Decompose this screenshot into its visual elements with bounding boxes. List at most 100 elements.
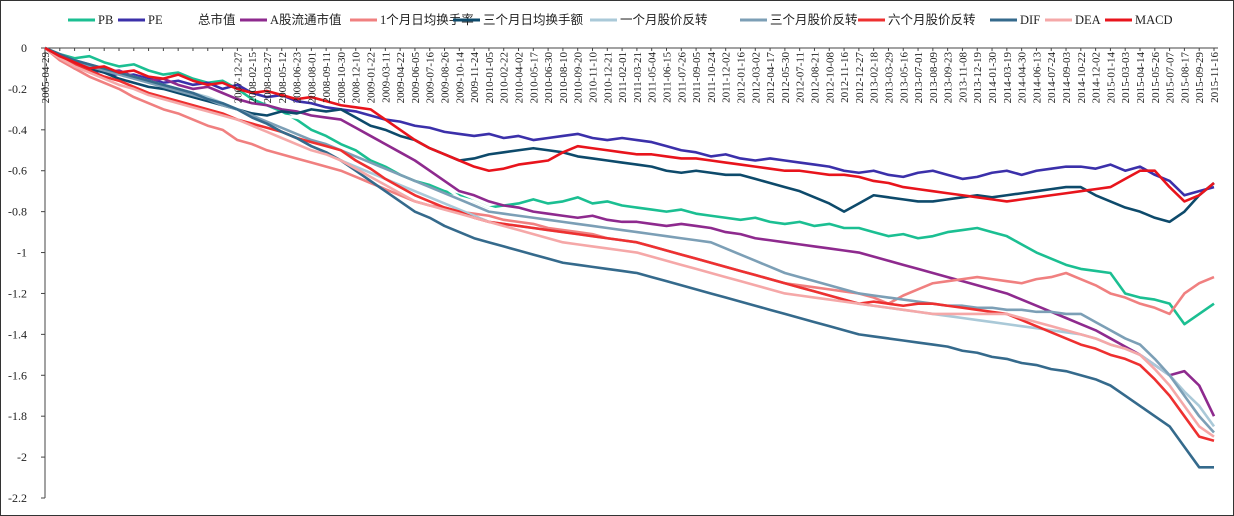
x-tick-label: 2014-06-13 bbox=[1031, 52, 1043, 104]
x-tick-label: 2008-05-12 bbox=[277, 52, 289, 103]
legend-label: 三个月日均换手额 bbox=[483, 13, 584, 27]
x-tick-label: 2015-01-14 bbox=[1105, 52, 1117, 104]
legend: PB PE 总市值 A股流通市值 1个月日均换手率 三个月日均换手额 一个月股价反转 三个月股… bbox=[68, 12, 1173, 27]
legend-label: 一个月股价反转 bbox=[620, 12, 708, 27]
x-tick-label: 2010-06-30 bbox=[543, 52, 555, 104]
x-tick-label: 2012-04-17 bbox=[765, 52, 777, 104]
x-tick-label: 2012-10-08 bbox=[824, 52, 836, 104]
legend-label: MACD bbox=[1135, 13, 1173, 27]
x-tick-label: 2013-07-01 bbox=[913, 52, 925, 103]
x-tick-label: 2011-05-04 bbox=[647, 52, 659, 103]
y-tick-label: -1 bbox=[17, 246, 27, 260]
x-tick-label: 2011-06-15 bbox=[661, 52, 673, 103]
legend-label: PB bbox=[98, 13, 113, 27]
x-tick-label: 2013-11-08 bbox=[957, 52, 969, 103]
x-tick-label: 2014-10-22 bbox=[1076, 52, 1088, 103]
x-tick-label: 2011-12-02 bbox=[721, 52, 733, 103]
x-tick-label: 2010-05-17 bbox=[528, 52, 540, 104]
x-tick-label: 2015-11-16 bbox=[1209, 52, 1221, 103]
x-tick-label: 2013-09-23 bbox=[943, 52, 955, 104]
y-tick-label: -0.4 bbox=[8, 123, 27, 137]
x-tick-label: 2012-01-16 bbox=[735, 52, 747, 104]
x-tick-label: 2013-03-29 bbox=[883, 52, 895, 104]
x-tick-label: 2009-11-24 bbox=[469, 52, 481, 103]
x-tick-label: 2009-04-22 bbox=[395, 52, 407, 103]
x-tick-label: 2015-09-29 bbox=[1194, 52, 1206, 104]
legend-label: 1个月日均换手率 bbox=[380, 12, 474, 27]
x-tick-label: 2014-09-03 bbox=[1061, 52, 1073, 104]
x-tick-label: 2014-12-02 bbox=[1091, 52, 1103, 103]
x-tick-label: 2009-08-26 bbox=[440, 52, 452, 104]
legend-label: PE bbox=[148, 13, 163, 27]
x-tick-label: 2008-06-23 bbox=[292, 52, 304, 104]
x-tick-label: 2012-07-11 bbox=[795, 52, 807, 103]
x-tick-label: 2014-07-24 bbox=[1046, 52, 1058, 104]
x-tick-label: 2010-02-22 bbox=[499, 52, 511, 103]
x-tick-label: 2012-05-30 bbox=[780, 52, 792, 104]
x-tick-label: 2010-12-21 bbox=[602, 52, 614, 103]
y-tick-label: -0.2 bbox=[8, 82, 27, 96]
y-tick-label: -0.8 bbox=[8, 205, 27, 219]
x-tick-label: 2008-02-15 bbox=[247, 52, 259, 104]
x-tick-label: 2015-07-07 bbox=[1165, 52, 1177, 104]
x-tick-label: 2011-07-26 bbox=[676, 52, 688, 103]
x-tick-label: 2013-08-09 bbox=[928, 52, 940, 104]
x-tick-label: 2013-05-16 bbox=[898, 52, 910, 104]
x-tick-label: 2008-09-11 bbox=[321, 52, 333, 103]
x-tick-label: 2015-05-26 bbox=[1150, 52, 1162, 104]
x-tick-label: 2008-10-30 bbox=[336, 52, 348, 104]
legend-label: 六个月股价反转 bbox=[888, 12, 976, 27]
series-line bbox=[44, 46, 1215, 203]
x-tick-label: 2009-03-11 bbox=[380, 52, 392, 103]
legend-label: 三个月股价反转 bbox=[770, 12, 858, 27]
legend-label: DIF bbox=[1020, 13, 1040, 27]
series-line bbox=[44, 46, 1214, 469]
x-tick-label: 2012-12-27 bbox=[854, 52, 866, 104]
x-label-layer: 2005-04-29 2007-12-27 2008-02-15 2008-03-27… bbox=[40, 52, 1221, 104]
x-tick-label: 2008-12-10 bbox=[351, 52, 363, 104]
x-tick-label: 2009-07-16 bbox=[425, 52, 437, 104]
x-tick-label: 2015-03-03 bbox=[1120, 52, 1132, 104]
y-tick-label: -0.6 bbox=[8, 164, 27, 178]
series-line bbox=[44, 47, 1216, 425]
x-tick-label: 2009-06-05 bbox=[410, 52, 422, 104]
x-tick-label: 2015-04-14 bbox=[1135, 52, 1147, 104]
series-line bbox=[44, 46, 1215, 438]
x-tick-label: 2012-08-21 bbox=[809, 52, 821, 103]
axis-layer: 0 -0.2 -0.4 -0.6 -0.8 -1 -1.2 -1.4 -1.6 -1.8 -2 -2.… bbox=[8, 41, 1218, 505]
x-tick-label: 2012-11-16 bbox=[839, 52, 851, 103]
x-tick-label: 2014-04-30 bbox=[1017, 52, 1029, 104]
legend-label: A股流通市值 bbox=[270, 12, 342, 27]
series-line bbox=[44, 46, 1215, 197]
x-tick-label: 2012-03-02 bbox=[750, 52, 762, 103]
x-tick-label: 2005-04-29 bbox=[40, 52, 52, 104]
line-layer bbox=[44, 46, 1216, 469]
x-tick-label: 2010-09-20 bbox=[573, 52, 585, 104]
x-tick-label: 2007-12-27 bbox=[232, 52, 244, 104]
x-tick-label: 2015-08-17 bbox=[1179, 52, 1191, 104]
x-tick-label: 2009-10-14 bbox=[454, 52, 466, 104]
legend-label: DEA bbox=[1075, 13, 1101, 27]
x-tick-label: 2011-10-24 bbox=[706, 52, 718, 103]
y-tick-label: -2 bbox=[17, 450, 27, 464]
x-tick-label: 2010-01-05 bbox=[484, 52, 496, 104]
x-tick-label: 2014-03-19 bbox=[1002, 52, 1014, 104]
x-tick-label: 2009-01-22 bbox=[366, 52, 378, 103]
y-tick-label: 0 bbox=[21, 41, 27, 55]
y-tick-label: -2.2 bbox=[8, 491, 27, 505]
series-line bbox=[44, 46, 1216, 417]
y-tick-label: -1.4 bbox=[8, 327, 27, 341]
x-tick-label: 2010-04-02 bbox=[514, 52, 526, 103]
x-tick-label: 2013-02-18 bbox=[869, 52, 881, 104]
x-tick-label: 2011-03-21 bbox=[632, 52, 644, 103]
y-tick-label: -1.6 bbox=[8, 368, 27, 382]
y-tick-label: -1.2 bbox=[8, 286, 27, 300]
x-tick-label: 2010-08-10 bbox=[558, 52, 570, 104]
y-tick-label: -1.8 bbox=[8, 409, 27, 423]
x-tick-label: 2013-12-19 bbox=[972, 52, 984, 104]
x-tick-label: 2011-09-05 bbox=[691, 52, 703, 103]
x-tick-label: 2010-11-10 bbox=[588, 52, 600, 103]
legend-label: 总市值 bbox=[198, 12, 236, 27]
